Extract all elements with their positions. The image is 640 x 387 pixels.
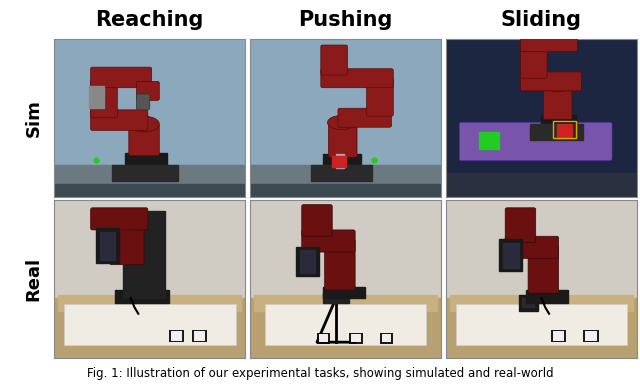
Bar [250, 298, 441, 358]
FancyBboxPatch shape [136, 81, 159, 100]
Bar [446, 200, 637, 298]
Bar [115, 290, 169, 303]
FancyBboxPatch shape [266, 304, 426, 345]
Text: Sliding: Sliding [501, 10, 582, 30]
Text: Reaching: Reaching [95, 10, 204, 30]
Bar [518, 295, 538, 310]
FancyBboxPatch shape [505, 236, 559, 259]
Bar [54, 298, 245, 358]
Bar [380, 333, 393, 344]
Ellipse shape [328, 115, 356, 130]
FancyBboxPatch shape [91, 67, 152, 88]
Bar [530, 124, 584, 140]
Bar [254, 295, 437, 310]
Bar [58, 295, 241, 310]
FancyBboxPatch shape [301, 205, 332, 236]
Text: Real: Real [24, 257, 42, 301]
Text: Sim: Sim [24, 99, 42, 137]
Bar [323, 293, 349, 303]
FancyBboxPatch shape [91, 80, 117, 118]
Bar [553, 331, 564, 341]
Bar [169, 329, 184, 342]
Bar [499, 240, 522, 271]
FancyBboxPatch shape [136, 94, 150, 110]
FancyBboxPatch shape [321, 69, 393, 88]
FancyBboxPatch shape [460, 123, 612, 161]
Bar [54, 200, 245, 298]
Text: Pushing: Pushing [298, 10, 393, 30]
Bar [382, 334, 392, 342]
Bar [54, 184, 245, 197]
Bar [125, 152, 167, 168]
Bar [584, 329, 598, 342]
Bar [351, 334, 361, 342]
FancyBboxPatch shape [520, 37, 578, 51]
FancyBboxPatch shape [129, 124, 159, 156]
FancyBboxPatch shape [520, 43, 547, 78]
Text: Fig. 1: Illustration of our experimental tasks, showing simulated and real-world: Fig. 1: Illustration of our experimental… [86, 367, 554, 380]
Bar [123, 211, 165, 298]
Bar [311, 165, 372, 181]
FancyBboxPatch shape [324, 240, 355, 290]
FancyBboxPatch shape [528, 246, 559, 293]
Bar [192, 329, 207, 342]
Bar [194, 331, 205, 341]
Bar [319, 334, 328, 342]
Bar [541, 115, 576, 127]
Bar [450, 295, 633, 310]
Bar [332, 156, 346, 167]
FancyBboxPatch shape [109, 214, 144, 265]
FancyBboxPatch shape [91, 208, 148, 230]
Bar [250, 200, 441, 298]
FancyBboxPatch shape [321, 45, 348, 75]
FancyBboxPatch shape [64, 304, 236, 345]
Bar [89, 86, 104, 108]
Bar [551, 329, 566, 342]
Bar [111, 165, 179, 181]
Ellipse shape [543, 77, 572, 92]
FancyBboxPatch shape [91, 110, 148, 130]
Bar [323, 154, 361, 168]
FancyBboxPatch shape [505, 208, 536, 243]
Bar [323, 287, 365, 298]
Bar [250, 184, 441, 197]
FancyBboxPatch shape [367, 78, 393, 116]
Ellipse shape [129, 116, 159, 132]
Bar [446, 173, 637, 197]
Bar [250, 165, 441, 197]
FancyBboxPatch shape [543, 84, 572, 119]
Bar [336, 154, 344, 168]
Bar [100, 231, 115, 260]
Bar [557, 124, 572, 137]
Bar [317, 333, 330, 344]
Bar [300, 250, 315, 272]
FancyBboxPatch shape [520, 72, 582, 91]
Bar [349, 333, 363, 344]
Bar [97, 228, 119, 263]
FancyBboxPatch shape [301, 230, 355, 252]
Bar [586, 331, 596, 341]
Bar [553, 121, 576, 138]
Bar [446, 298, 637, 358]
Bar [522, 298, 534, 307]
Bar [171, 331, 182, 341]
Bar [296, 247, 319, 276]
FancyBboxPatch shape [338, 108, 392, 127]
FancyBboxPatch shape [456, 304, 627, 345]
Bar [479, 132, 499, 149]
Bar [503, 243, 518, 268]
Bar [526, 290, 568, 303]
Bar [54, 165, 245, 197]
FancyBboxPatch shape [328, 123, 357, 157]
